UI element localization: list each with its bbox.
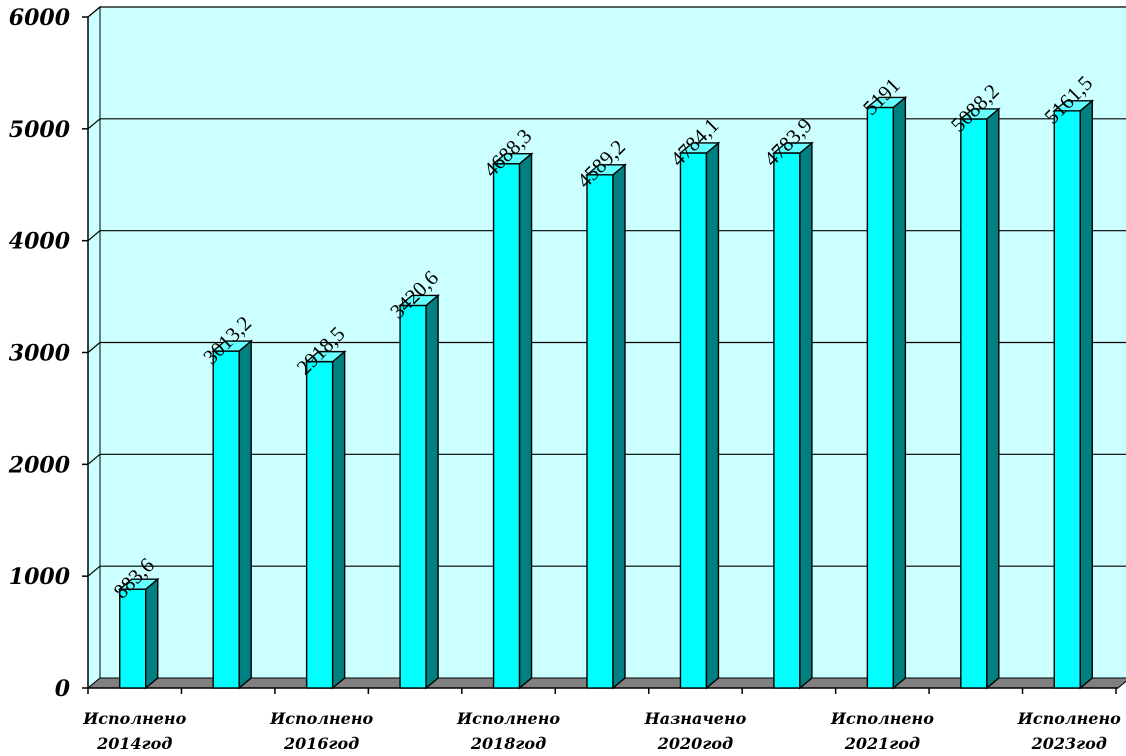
x-tick-label: Назначено 2020год (644, 709, 747, 753)
bar-front (586, 174, 614, 689)
bar-front (960, 118, 988, 689)
bar-top (211, 340, 254, 352)
bar-side (612, 163, 626, 690)
y-tick-label: 6000 (9, 5, 71, 31)
bar-side (1079, 99, 1093, 690)
x-tick-label-line: Исполнено (456, 709, 560, 728)
bar (398, 293, 441, 690)
bar-front (679, 152, 708, 689)
y-tick-label: 4000 (9, 229, 71, 255)
bar-top (117, 578, 160, 590)
bar-top (771, 142, 814, 154)
bar (771, 141, 814, 690)
bar-top (958, 108, 1001, 120)
bar-top (491, 152, 534, 165)
bar (585, 163, 627, 690)
bar-side (425, 293, 439, 690)
x-tick-label-line: 2018год (470, 734, 546, 753)
bar-front (399, 304, 427, 689)
y-axis: 0 1000 2000 3000 4000 5000 6000 (8, 5, 89, 702)
x-tick-label-line: 2014год (96, 734, 172, 753)
x-tick-label-line: Назначено (644, 709, 747, 728)
y-tick-label: 5000 (9, 117, 71, 143)
bars (117, 95, 1095, 690)
x-tick-label-line: 2020год (657, 734, 733, 753)
x-tick-label-line: Исполнено (830, 709, 934, 728)
y-tick-label: 3000 (9, 341, 71, 367)
x-tick-label-line: 2023год (1031, 734, 1107, 753)
gridline-depth (87, 565, 101, 577)
x-tick-label: Исполнено 2023год (1017, 709, 1121, 753)
x-tick-label-line: 2021год (844, 734, 920, 753)
x-tick-label-line: 2016год (283, 734, 359, 753)
bar-top (678, 142, 721, 154)
bar-top (398, 294, 441, 307)
bar-front (212, 350, 240, 689)
x-tick-label: Исполнено 2016год (269, 709, 373, 753)
bar-top (865, 96, 908, 109)
bar (211, 339, 254, 690)
bar (865, 95, 908, 690)
bar-top (585, 164, 627, 176)
bar-side (145, 577, 159, 690)
gridline-depth (87, 6, 101, 18)
x-tick-label: Исполнено 2018год (456, 709, 560, 753)
bar (304, 350, 347, 690)
bar (491, 152, 534, 690)
x-tick-label-line: Исполнено (269, 709, 373, 728)
x-tick-label: Исполнено 2014год (82, 709, 186, 753)
bar-side (986, 107, 1000, 690)
x-tick-label: Исполнено 2021год (830, 709, 934, 753)
bar (678, 141, 721, 690)
bar-front (1053, 110, 1081, 689)
bar-side (238, 339, 252, 690)
bar-front (119, 588, 147, 689)
bar-front (866, 106, 895, 689)
bar (117, 577, 160, 690)
bar-front (773, 152, 801, 689)
bar-side (799, 141, 813, 690)
gridline-depth (87, 342, 101, 353)
bar-front (492, 162, 521, 689)
gridline-depth (87, 230, 101, 242)
bar (958, 107, 1001, 690)
bar-side (331, 350, 346, 690)
gridline-depth (87, 118, 101, 130)
y-tick-label: 1000 (9, 564, 71, 590)
y-tick-label: 0 (55, 676, 71, 702)
bar-side (705, 141, 720, 690)
bar-front (305, 360, 334, 689)
bar-side (518, 152, 533, 690)
bar-top (1052, 100, 1095, 112)
bar (1052, 99, 1095, 690)
y-tick-label: 2000 (8, 452, 71, 478)
x-tick-label-line: Исполнено (1017, 709, 1121, 728)
bar-side (892, 95, 907, 690)
gridline-depth (87, 453, 101, 465)
bar-top (304, 350, 347, 363)
x-tick-label-line: Исполнено (82, 709, 186, 728)
